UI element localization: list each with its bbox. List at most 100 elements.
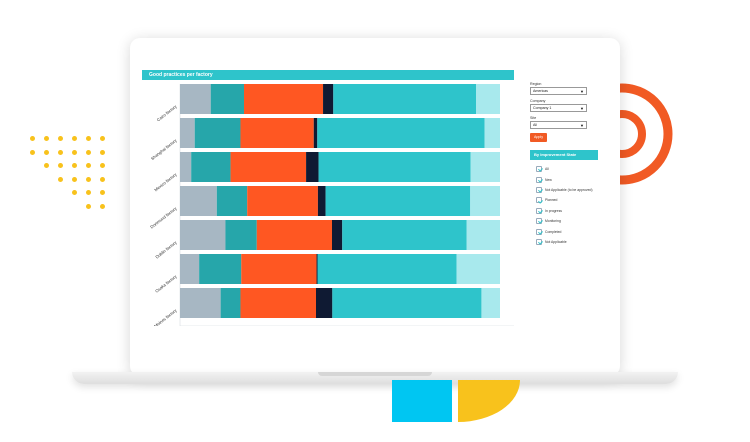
bar-segment[interactable] bbox=[466, 220, 500, 250]
bar-segment[interactable] bbox=[256, 220, 332, 250]
improvement-state-label: Not Applicable (to be approved) bbox=[545, 187, 593, 192]
decorative-dot bbox=[86, 190, 91, 195]
bar-segment[interactable] bbox=[199, 254, 242, 284]
decorative-cyan-block bbox=[392, 380, 452, 422]
bar-segment[interactable] bbox=[180, 186, 217, 216]
checkbox-checked-icon[interactable] bbox=[536, 238, 542, 245]
improvement-state-item[interactable]: All bbox=[536, 164, 600, 174]
bar-segment[interactable] bbox=[470, 186, 500, 216]
improvement-state-item[interactable]: Monitoring bbox=[536, 216, 600, 226]
bar-segment[interactable] bbox=[476, 84, 500, 114]
bar-segment[interactable] bbox=[318, 152, 471, 182]
decorative-dot bbox=[72, 149, 77, 155]
decorative-yellow-quarter bbox=[458, 380, 520, 422]
decorative-dot bbox=[58, 163, 63, 168]
checkbox-checked-icon[interactable] bbox=[536, 207, 542, 214]
bar-segment[interactable] bbox=[481, 288, 500, 318]
apply-button[interactable]: Apply bbox=[530, 133, 547, 142]
bar-segment[interactable] bbox=[180, 118, 195, 148]
bar-segment[interactable] bbox=[225, 220, 257, 250]
bar-segment[interactable] bbox=[484, 118, 500, 148]
region-select[interactable]: Americas ▼ bbox=[530, 87, 587, 95]
improvement-state-list: All New Not Applicable (to be approved) Pla… bbox=[530, 164, 600, 247]
site-label: Site bbox=[530, 116, 537, 120]
decorative-dot bbox=[86, 136, 91, 141]
category-tick-label: Shanghai factory bbox=[150, 137, 179, 161]
improvement-state-item[interactable]: Planned bbox=[536, 195, 600, 205]
bar-segment[interactable] bbox=[244, 84, 324, 114]
decorative-dot bbox=[72, 190, 77, 195]
bar-segment[interactable] bbox=[180, 288, 221, 318]
bar-segment[interactable] bbox=[240, 288, 316, 318]
bar-segment[interactable] bbox=[180, 152, 192, 182]
decorative-dot bbox=[58, 149, 63, 155]
site-value: All bbox=[533, 123, 537, 127]
bar-segment[interactable] bbox=[342, 220, 467, 250]
decorative-dot bbox=[86, 176, 91, 182]
bar-segment[interactable] bbox=[333, 84, 476, 114]
chart-title: Good practices per factory bbox=[142, 70, 514, 80]
bar-segment[interactable] bbox=[456, 254, 500, 284]
decorative-dot bbox=[30, 149, 35, 155]
bar-segment[interactable] bbox=[247, 186, 318, 216]
improvement-state-item[interactable]: In progress bbox=[536, 206, 600, 216]
decorative-dot bbox=[86, 203, 91, 209]
improvement-state-label: Planned bbox=[545, 198, 558, 203]
improvement-state-title: By Improvement State bbox=[530, 150, 598, 160]
decorative-dot bbox=[44, 149, 49, 155]
improvement-state-item[interactable]: New bbox=[536, 174, 600, 184]
stacked-bar-chart: Cairo factory Shanghai factory Mexico fact… bbox=[146, 84, 514, 326]
category-tick-label: Dublin factory bbox=[154, 239, 178, 259]
decorative-dot bbox=[86, 149, 91, 155]
category-tick-label: Dortmund factory bbox=[149, 205, 178, 229]
bar-segment[interactable] bbox=[230, 152, 307, 182]
decorative-dot bbox=[100, 203, 105, 209]
bar-segment[interactable] bbox=[216, 186, 248, 216]
checkbox-checked-icon[interactable] bbox=[536, 176, 542, 183]
bar-segment[interactable] bbox=[210, 84, 244, 114]
bar-segment[interactable] bbox=[180, 220, 226, 250]
improvement-state-item[interactable]: Not Applicable (to be approved) bbox=[536, 185, 600, 195]
chevron-down-icon: ▼ bbox=[580, 106, 584, 111]
bar-segment[interactable] bbox=[306, 152, 319, 182]
bar-segment[interactable] bbox=[316, 254, 318, 284]
checkbox-checked-icon[interactable] bbox=[536, 166, 542, 173]
improvement-state-item[interactable]: Not Applicable bbox=[536, 237, 600, 247]
bar-segment[interactable] bbox=[317, 118, 485, 148]
bar-segment[interactable] bbox=[240, 118, 314, 148]
bar-segment[interactable] bbox=[317, 254, 457, 284]
bar-segment[interactable] bbox=[313, 118, 318, 148]
bar-segment[interactable] bbox=[194, 118, 241, 148]
decorative-dot bbox=[58, 136, 63, 141]
company-value: Company 1 bbox=[533, 106, 552, 110]
bar-segment[interactable] bbox=[332, 220, 343, 250]
bar-segment[interactable] bbox=[323, 84, 334, 114]
checkbox-checked-icon[interactable] bbox=[536, 197, 542, 204]
checkbox-checked-icon[interactable] bbox=[536, 218, 542, 225]
improvement-state-label: In progress bbox=[545, 208, 562, 213]
chevron-down-icon: ▼ bbox=[580, 123, 584, 128]
category-tick-label: Des Moines factory bbox=[146, 307, 178, 326]
bar-segment[interactable] bbox=[180, 254, 200, 284]
bar-segment[interactable] bbox=[180, 84, 211, 114]
bar-segment[interactable] bbox=[220, 288, 241, 318]
bar-segment[interactable] bbox=[241, 254, 317, 284]
checkbox-checked-icon[interactable] bbox=[536, 228, 542, 235]
chart-panel: Good practices per factory Cairo factory… bbox=[142, 70, 514, 326]
bar-segment[interactable] bbox=[332, 288, 482, 318]
decorative-dot bbox=[100, 149, 105, 155]
improvement-state-item[interactable]: Completed bbox=[536, 226, 600, 236]
bar-segment[interactable] bbox=[316, 288, 333, 318]
site-select[interactable]: All ▼ bbox=[530, 121, 587, 129]
checkbox-checked-icon[interactable] bbox=[536, 186, 542, 193]
company-select[interactable]: Company 1 ▼ bbox=[530, 104, 587, 112]
decorative-dot bbox=[72, 163, 77, 168]
bar-segment[interactable] bbox=[470, 152, 500, 182]
bar-segment[interactable] bbox=[325, 186, 471, 216]
bar-segment[interactable] bbox=[317, 186, 326, 216]
bar-segment[interactable] bbox=[191, 152, 231, 182]
improvement-state-label: New bbox=[545, 177, 552, 182]
decorative-dot bbox=[72, 176, 77, 182]
decorative-dot bbox=[100, 163, 105, 168]
